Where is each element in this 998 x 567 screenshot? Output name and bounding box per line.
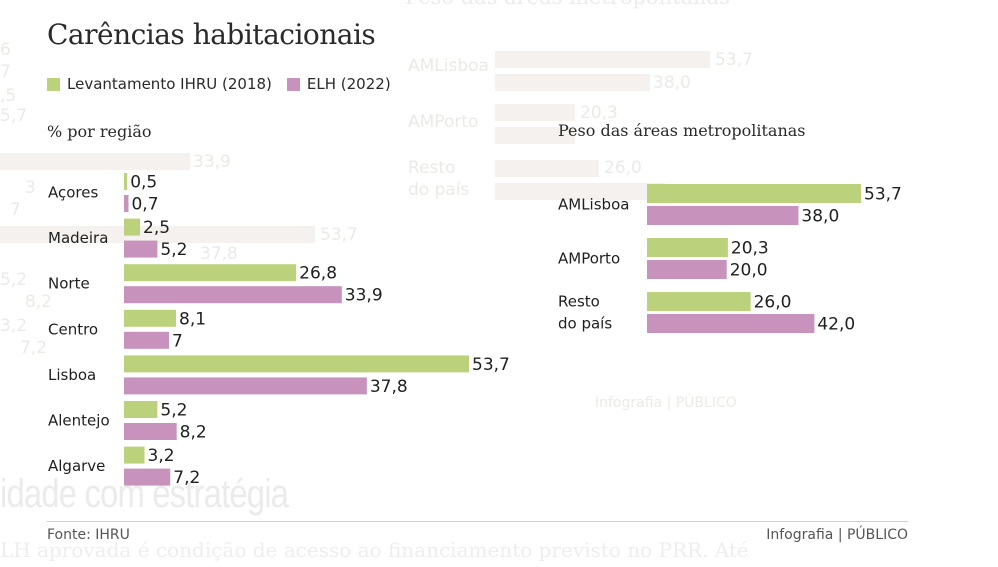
left-chart-bar-acores-2022 — [124, 195, 129, 212]
left-chart-value-label-acores-2022: 0,7 — [131, 195, 158, 215]
right-chart-value-label-amlisboa-2022: 38,0 — [801, 207, 839, 227]
left-chart-value-label-norte-2022: 33,9 — [345, 286, 383, 306]
left-chart-value-label-lisboa-2022: 37,8 — [370, 377, 408, 397]
left-chart-bar-centro-2018 — [124, 309, 177, 327]
left-chart-bar-acores-2018 — [124, 173, 128, 190]
legend-item-2018: Levantamento IHRU (2018) — [47, 75, 272, 93]
right-chart-subtitle: Peso das áreas metropolitanas — [558, 121, 806, 140]
legend-swatch-2022 — [286, 77, 300, 91]
right-chart-category-label-amlisboa: AMLisboa — [558, 196, 629, 214]
left-chart-value-label-norte-2018: 26,8 — [299, 264, 337, 284]
left-chart-bar-algarve-2018 — [124, 446, 145, 464]
left-chart-bar-norte-2022 — [124, 286, 342, 304]
left-chart-bar-alentejo-2018 — [124, 401, 158, 418]
right-chart-value-label-resto-do-pais-2022: 42,0 — [817, 315, 855, 335]
left-chart-bar-norte-2018 — [124, 264, 297, 282]
right-chart-bar-amporto-2018 — [647, 238, 728, 257]
left-chart-value-label-algarve-2022: 7,2 — [173, 468, 200, 488]
left-chart-bar-alentejo-2022 — [124, 423, 177, 440]
left-chart-category-label-centro: Centro — [48, 320, 98, 338]
right-chart-value-label-amporto-2018: 20,3 — [731, 239, 769, 259]
right-chart-value-label-amlisboa-2018: 53,7 — [864, 185, 902, 205]
left-chart-bar-centro-2022 — [124, 331, 169, 349]
right-chart-value-label-amporto-2022: 20,0 — [730, 261, 768, 281]
right-chart-category-label-amporto: AMPorto — [558, 250, 620, 268]
legend-label-2018: Levantamento IHRU (2018) — [67, 75, 272, 93]
left-chart-value-label-lisboa-2018: 53,7 — [472, 355, 510, 375]
left-chart-bar-madeira-2022 — [124, 240, 158, 258]
left-chart-value-label-centro-2018: 8,1 — [179, 309, 206, 329]
right-chart-bar-amlisboa-2022 — [647, 206, 799, 225]
left-chart-category-label-norte: Norte — [48, 275, 90, 293]
footer-credit: Infografia | PÚBLICO — [766, 527, 908, 543]
left-chart-bar-lisboa-2022 — [124, 377, 367, 395]
left-chart-value-label-madeira-2022: 5,2 — [160, 240, 187, 260]
left-chart-value-label-algarve-2018: 3,2 — [148, 446, 175, 466]
right-chart-bar-resto-do-pais-2022 — [647, 314, 815, 333]
left-chart-category-label-madeira: Madeira — [48, 229, 108, 247]
left-chart-category-label-alentejo: Alentejo — [48, 412, 110, 430]
chart-title: Carências habitacionais — [47, 18, 376, 51]
left-chart-category-label-algarve: Algarve — [48, 457, 105, 475]
left-chart-value-label-alentejo-2022: 8,2 — [180, 423, 207, 443]
legend: Levantamento IHRU (2018) ELH (2022) — [47, 75, 406, 93]
footer-divider — [47, 521, 908, 522]
left-chart-category-label-lisboa: Lisboa — [48, 366, 96, 384]
right-chart-bar-amlisboa-2018 — [647, 184, 861, 203]
right-chart-bar-amporto-2022 — [647, 260, 727, 279]
left-chart-bar-lisboa-2018 — [124, 355, 469, 373]
left-chart-value-label-madeira-2018: 2,5 — [143, 218, 170, 238]
legend-item-2022: ELH (2022) — [286, 75, 391, 93]
right-chart-value-label-resto-do-pais-2018: 26,0 — [754, 293, 792, 313]
left-chart-bar-algarve-2022 — [124, 468, 171, 486]
legend-swatch-2018 — [47, 77, 60, 91]
right-chart-bar-resto-do-pais-2018 — [647, 292, 751, 311]
left-chart-category-label-acores: Açores — [48, 184, 98, 202]
left-chart-value-label-acores-2018: 0,5 — [130, 173, 157, 193]
legend-label-2022: ELH (2022) — [306, 75, 391, 93]
footer-source: Fonte: IHRU — [47, 527, 130, 543]
right-chart-category-label-resto-do-pais: Resto do país — [558, 293, 612, 333]
left-chart-bar-madeira-2018 — [124, 218, 141, 236]
left-chart-value-label-centro-2022: 7 — [172, 331, 183, 351]
left-chart-value-label-alentejo-2018: 5,2 — [160, 401, 187, 421]
left-chart-subtitle: % por região — [47, 122, 152, 141]
